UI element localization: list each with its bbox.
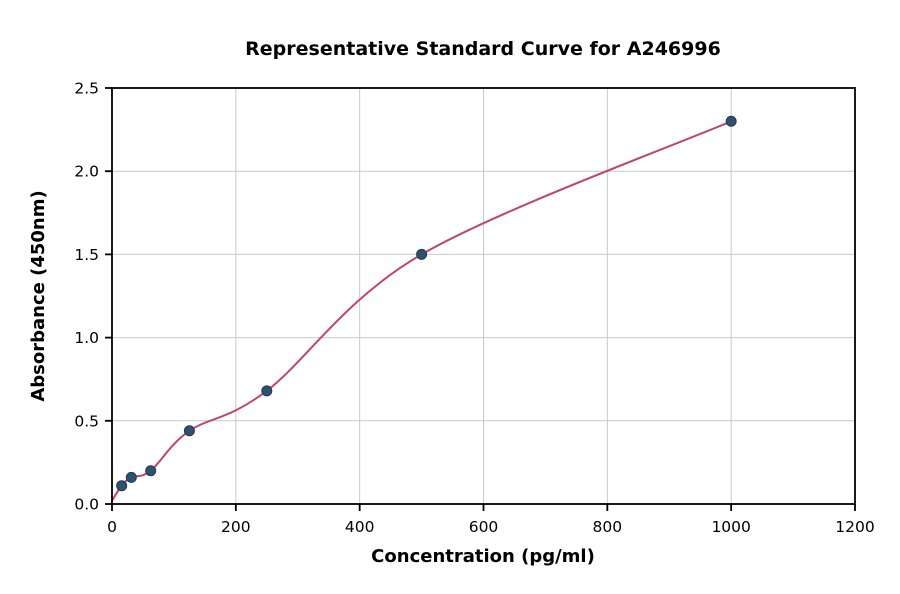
data-point: [261, 385, 273, 397]
x-tick-label: 200: [221, 518, 251, 536]
data-point: [145, 465, 157, 477]
data-point: [183, 425, 195, 437]
y-tick-label: 1.0: [74, 329, 99, 347]
tick-labels: 0 200 400 600 800 1000 1200 0.0 0.5 1.0 1.5 2.0 2.5: [74, 80, 874, 537]
y-tick-label: 2.0: [74, 163, 99, 181]
data-point: [125, 471, 137, 483]
y-tick-label: 0.5: [74, 412, 99, 430]
fit-curve: [111, 120, 732, 502]
y-axis-label: Absorbance (450nm): [28, 190, 49, 401]
grid-lines: [111, 87, 856, 505]
y-tick-label: 0.0: [74, 496, 99, 514]
x-tick-label: 1000: [711, 518, 750, 536]
chart-title: Representative Standard Curve for A24699…: [245, 38, 721, 60]
data-point: [416, 248, 428, 260]
y-tick-label: 1.5: [74, 246, 99, 264]
data-point: [725, 115, 737, 127]
x-tick-label: 400: [345, 518, 375, 536]
x-tick-label: 0: [107, 518, 117, 536]
x-tick-label: 1200: [835, 518, 874, 536]
x-axis-label: Concentration (pg/ml): [371, 546, 595, 567]
x-tick-label: 800: [593, 518, 623, 536]
x-tick-label: 600: [469, 518, 499, 536]
axis-ticks: [105, 87, 856, 511]
data-points: [116, 115, 737, 492]
y-tick-label: 2.5: [74, 80, 99, 98]
data-point: [116, 480, 128, 492]
